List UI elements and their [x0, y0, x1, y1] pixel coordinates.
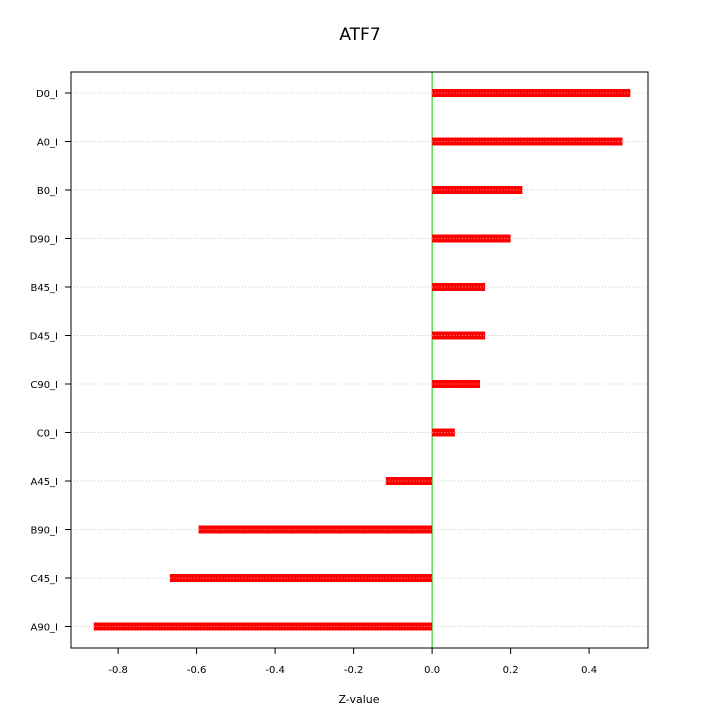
- bar-C45_I: [169, 574, 433, 582]
- x-tick-label-6: 0.4: [581, 665, 597, 676]
- x-tick-label-1: -0.6: [187, 665, 207, 676]
- x-tick-label-2: -0.4: [265, 665, 285, 676]
- plot-frame: [70, 71, 649, 649]
- bar-C90_I: [432, 380, 481, 388]
- x-tick-label-4: 0.0: [424, 665, 440, 676]
- y-tick-label-A0_I: A0_I: [37, 138, 58, 149]
- y-tick-label-B45_I: B45_I: [30, 283, 58, 294]
- y-tick-label-C90_I: C90_I: [30, 380, 58, 391]
- bar-C0_I: [432, 428, 455, 437]
- y-tick-label-C0_I: C0_I: [37, 429, 58, 440]
- x-tick-label-0: -0.8: [108, 665, 128, 676]
- x-axis-title: Z-value: [338, 693, 379, 706]
- y-tick-label-D45_I: D45_I: [30, 332, 58, 343]
- x-tick-label-3: -0.2: [344, 665, 364, 676]
- bar-B45_I: [432, 283, 486, 291]
- y-tick-label-B90_I: B90_I: [30, 526, 58, 537]
- bar-D45_I: [432, 331, 486, 340]
- bar-A0_I: [432, 137, 623, 146]
- y-tick-label-D90_I: D90_I: [30, 235, 58, 246]
- bar-A90_I: [93, 622, 433, 631]
- y-tick-label-B0_I: B0_I: [37, 186, 58, 197]
- bar-B90_I: [198, 525, 433, 534]
- y-tick-label-C45_I: C45_I: [30, 574, 58, 585]
- chart-title: ATF7: [339, 25, 380, 45]
- y-tick-label-A45_I: A45_I: [30, 477, 58, 488]
- y-tick-label-A90_I: A90_I: [30, 623, 58, 634]
- gridlines: [71, 92, 648, 627]
- y-axis: D0_I A0_I B0_I D90_I B45_I D45_I C90_I C0_I A45_…: [30, 89, 71, 634]
- x-axis: -0.8 -0.6 -0.4 -0.2 0.0 0.2 0.4: [108, 647, 597, 676]
- x-tick-label-5: 0.2: [503, 665, 519, 676]
- y-tick-label-D0_I: D0_I: [36, 89, 58, 100]
- bars: [93, 89, 631, 631]
- bar-A45_I: [385, 477, 433, 485]
